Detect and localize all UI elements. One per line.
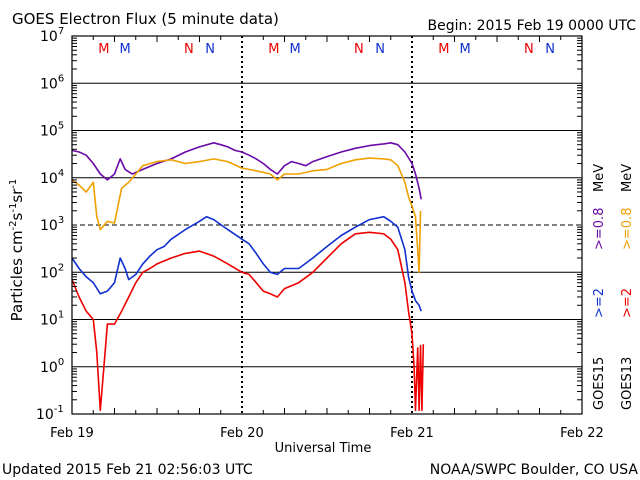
y-axis-label-main: Particles cm <box>8 230 26 321</box>
y-axis-label-exp2: -1 <box>8 203 19 213</box>
y-axis-label-exp3: -1 <box>8 179 19 189</box>
satellite-marker: M <box>290 42 301 57</box>
chart-title: GOES Electron Flux (5 minute data) <box>12 10 279 28</box>
x-tick-label: Feb 19 <box>50 426 94 441</box>
begin-timestamp: Begin: 2015 Feb 19 0000 UTC <box>428 18 637 34</box>
x-axis-label: Universal Time <box>275 441 372 456</box>
y-tick-label: 105 <box>40 121 64 140</box>
updated-timestamp: Updated 2015 Feb 21 02:56:03 UTC <box>2 462 253 478</box>
legend-unit-goes13: MeV <box>620 164 635 192</box>
satellite-marker: M <box>460 42 471 57</box>
satellite-marker: M <box>120 42 131 57</box>
satellite-marker: N <box>375 42 385 57</box>
satellite-marker: N <box>524 42 534 57</box>
satellite-marker: N <box>184 42 194 57</box>
legend-unit-goes15: MeV <box>592 164 607 192</box>
y-tick-label: 10-1 <box>36 404 64 423</box>
legend-goes15-2mev: >=2 <box>592 288 607 318</box>
y-axis-label-s: s <box>8 212 26 220</box>
x-tick-label: Feb 21 <box>390 426 434 441</box>
series-line <box>71 142 422 200</box>
y-axis-label: Particles cm-2s-1sr-1 <box>8 179 26 322</box>
y-tick-label: 104 <box>40 168 64 187</box>
plot-frame <box>71 35 583 415</box>
satellite-marker: N <box>545 42 555 57</box>
y-axis-label-exp1: -2 <box>8 220 19 230</box>
legend-goes15: GOES15 <box>592 357 607 410</box>
y-tick-label: 102 <box>40 262 64 281</box>
legend-goes13-08mev: >=0.8 <box>620 208 635 250</box>
satellite-marker: N <box>205 42 215 57</box>
x-tick-label: Feb 20 <box>220 426 264 441</box>
y-tick-label: 101 <box>40 310 64 329</box>
y-tick-label: 106 <box>40 73 64 92</box>
y-tick-label: 100 <box>40 357 64 376</box>
satellite-marker: M <box>438 42 449 57</box>
credit-text: NOAA/SWPC Boulder, CO USA <box>430 462 639 478</box>
series-line <box>71 157 422 274</box>
legend-goes13: GOES13 <box>620 357 635 410</box>
y-tick-label: 107 <box>40 26 64 45</box>
x-tick-label: Feb 22 <box>560 426 604 441</box>
y-tick-label: 103 <box>40 215 64 234</box>
satellite-marker: N <box>354 42 364 57</box>
right-legend: GOES15 GOES13 >=2 >=2 >=0.8 >=0.8 MeV Me… <box>592 164 635 410</box>
satellite-marker: M <box>98 42 109 57</box>
legend-goes15-08mev: >=0.8 <box>592 208 607 250</box>
y-axis-label-sr: sr <box>8 188 26 203</box>
legend-goes13-2mev: >=2 <box>620 288 635 318</box>
series-line <box>71 215 422 312</box>
satellite-marker: M <box>268 42 279 57</box>
series-line <box>71 231 425 412</box>
